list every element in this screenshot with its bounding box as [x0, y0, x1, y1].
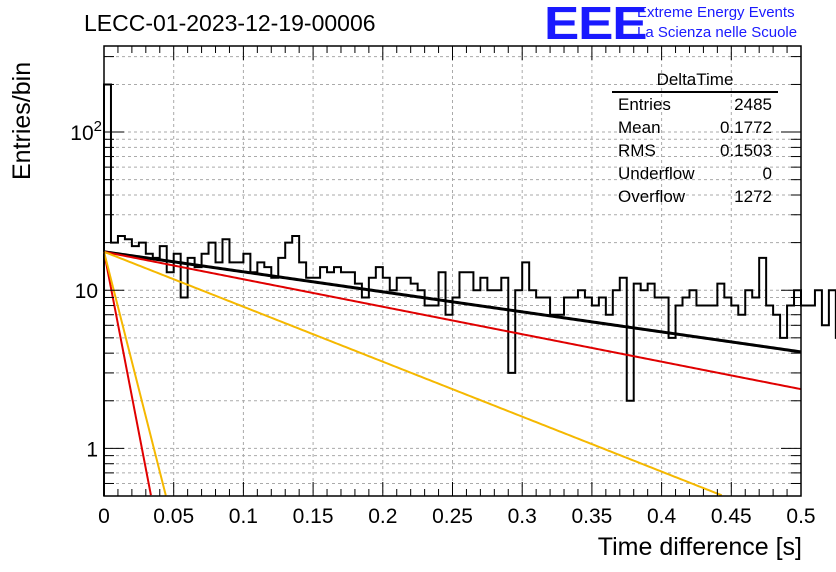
stats-label: Entries — [618, 95, 671, 114]
stats-box: DeltaTime Entries 2485 Mean 0.1772 RMS 0… — [612, 70, 778, 208]
x-tick-label: 0 — [98, 505, 110, 528]
stats-label: RMS — [618, 141, 656, 160]
page-title: LECC-01-2023-12-19-00006 — [84, 10, 376, 36]
fit-curve-2 — [103, 250, 802, 391]
x-tick-label: 0.05 — [153, 505, 194, 528]
stats-label: Overflow — [618, 187, 686, 206]
stats-row-mean: Mean 0.1772 — [612, 116, 778, 139]
stats-row-entries: Entries 2485 — [612, 93, 778, 116]
logo-subtitle-line-2: La Scienza nelle Scuole — [637, 24, 798, 41]
eee-logo: EEE — [544, 0, 648, 49]
histogram — [103, 83, 836, 496]
x-axis-label: Time difference [s] — [597, 533, 802, 561]
fit-curves — [103, 250, 802, 497]
x-tick-label: 0.3 — [508, 505, 537, 528]
stats-value: 0.1772 — [720, 118, 772, 137]
axes: 0 0.05 0.1 0.15 0.2 0.25 0.3 0.35 0.4 0.45 0.5 1 10 1… — [70, 45, 816, 528]
stats-title: DeltaTime — [612, 70, 778, 93]
stats-label: Underflow — [618, 164, 695, 183]
x-tick-label: 0.4 — [647, 505, 677, 528]
stats-value: 1272 — [734, 187, 772, 206]
x-tick-label: 0.1 — [229, 505, 258, 528]
y-axis-label: Entries/bin — [8, 61, 36, 180]
fit-curve-5 — [103, 251, 167, 496]
fit-curve-3 — [103, 250, 723, 497]
stats-row-rms: RMS 0.1503 — [612, 139, 778, 162]
histogram-outline — [103, 83, 836, 496]
x-tick-label: 0.2 — [368, 505, 397, 528]
x-tick-label: 0.15 — [293, 505, 334, 528]
fit-curve-1 — [103, 250, 802, 354]
y-tick-label: 10 — [75, 280, 98, 303]
y-tick-label: 102 — [70, 118, 102, 145]
stats-value: 0.1503 — [720, 141, 772, 160]
x-tick-label: 0.25 — [432, 505, 473, 528]
fit-curve-4 — [103, 251, 152, 496]
stats-value: 2485 — [734, 95, 772, 114]
stats-value: 0 — [762, 164, 772, 183]
stats-row-overflow: Overflow 1272 — [612, 185, 778, 208]
stats-row-underflow: Underflow 0 — [612, 162, 778, 185]
x-tick-label: 0.5 — [786, 505, 815, 528]
x-tick-label: 0.45 — [711, 505, 752, 528]
logo-subtitle-line-1: Extreme Energy Events — [637, 4, 795, 21]
stats-label: Mean — [618, 118, 661, 137]
x-tick-label: 0.35 — [571, 505, 612, 528]
y-tick-label: 1 — [86, 438, 98, 461]
